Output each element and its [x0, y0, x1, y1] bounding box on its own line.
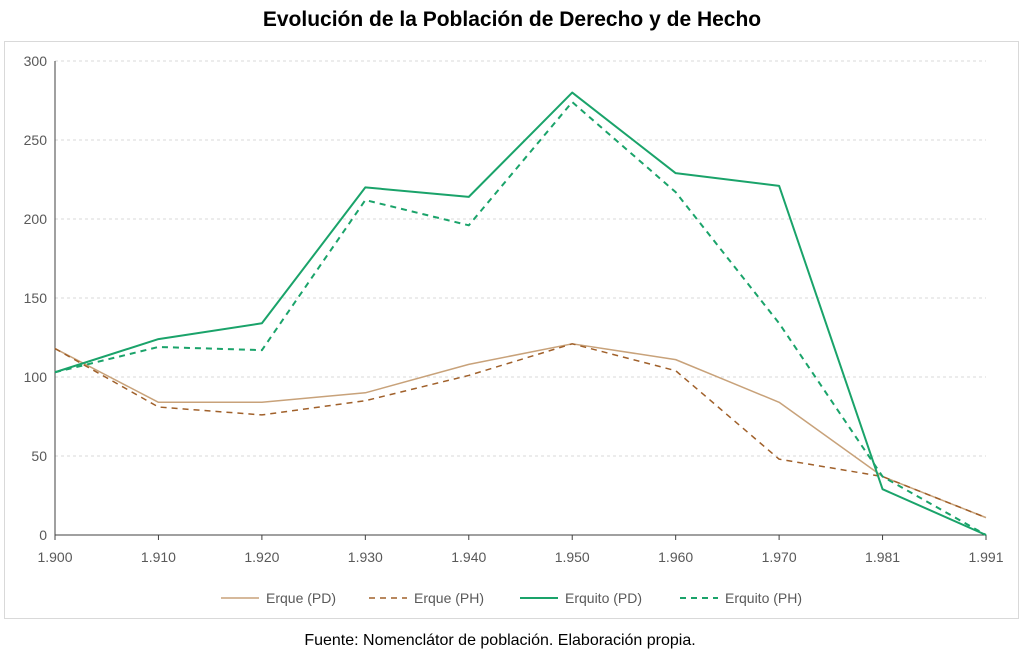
x-tick-label: 1.981 — [865, 549, 900, 565]
y-tick-label: 300 — [24, 53, 48, 69]
legend-label: Erque (PH) — [414, 590, 484, 606]
series-line-3 — [54, 91, 987, 536]
x-tick-label: 1.910 — [141, 549, 176, 565]
x-tick-label: 1.960 — [658, 549, 693, 565]
y-tick-label: 50 — [31, 448, 47, 464]
source-caption: Fuente: Nomenclátor de población. Elabor… — [304, 632, 696, 649]
series-line-4 — [54, 101, 987, 536]
chart-frame — [4, 41, 1019, 619]
legend-label: Erquito (PD) — [565, 590, 642, 606]
legend: Erque (PD) Erque (PH) Erquito (PD) Erquito … — [221, 590, 802, 606]
x-tick-label: 1.900 — [37, 549, 72, 565]
chart-title: Evolución de la Población de Derecho y d… — [262, 8, 762, 31]
series-line-2 — [54, 343, 987, 519]
x-tick-label: 1.920 — [244, 549, 279, 565]
x-tick-label: 1.930 — [348, 549, 383, 565]
axes — [54, 61, 987, 540]
legend-label: Erque (PD) — [266, 590, 336, 606]
y-tick-label: 200 — [24, 211, 48, 227]
x-tick-label: 1.991 — [968, 549, 1003, 565]
x-tick-label: 1.950 — [555, 549, 590, 565]
series-line-1 — [54, 343, 987, 519]
tick-labels: 0 50 100 150 200 250 300 1.900 1.910 1.920 1.930 1.… — [24, 53, 1004, 565]
y-tick-label: 250 — [24, 132, 48, 148]
series-lines — [54, 91, 987, 536]
gridlines — [55, 60, 986, 457]
legend-label: Erquito (PH) — [725, 590, 802, 606]
x-tick-label: 1.970 — [762, 549, 797, 565]
y-tick-label: 0 — [39, 527, 47, 543]
y-tick-label: 150 — [24, 290, 48, 306]
y-tick-label: 100 — [24, 369, 48, 385]
x-tick-label: 1.940 — [451, 549, 486, 565]
